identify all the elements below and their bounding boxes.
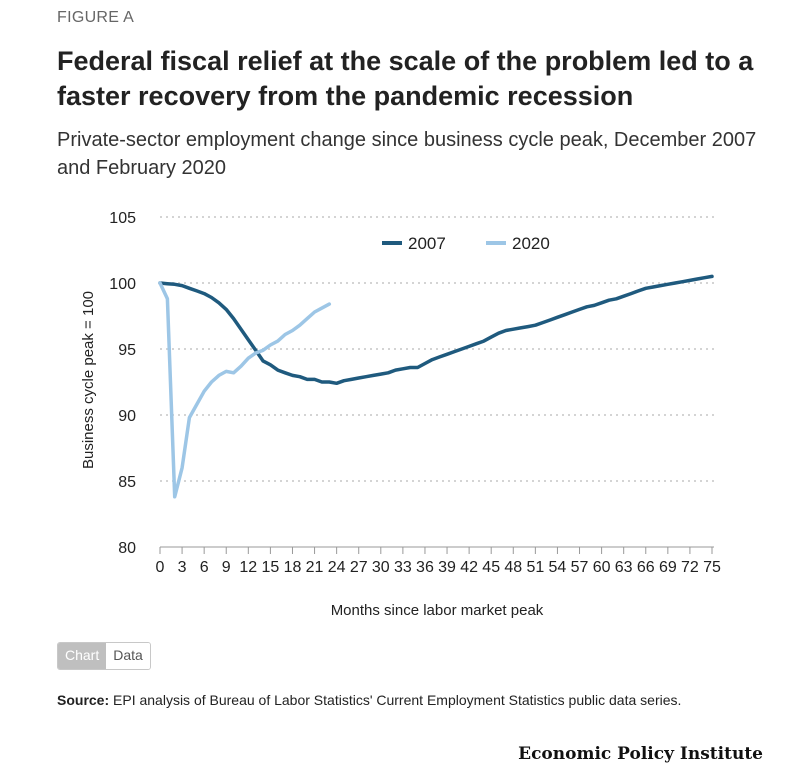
x-tick-label: 63 — [615, 559, 633, 576]
chart-data-toggle: Chart Data — [57, 642, 151, 670]
y-tick-label: 105 — [109, 210, 136, 227]
x-tick-label: 6 — [200, 559, 209, 576]
legend: 2007 2020 — [382, 234, 550, 253]
x-tick-label: 45 — [482, 559, 500, 576]
series-line-2020 — [158, 281, 332, 499]
chart-tab-button[interactable]: Chart — [58, 643, 107, 669]
x-tick-label: 18 — [284, 559, 302, 576]
x-tick-label: 12 — [239, 559, 257, 576]
x-axis-label: Months since labor market peak — [331, 602, 544, 619]
x-tick-label: 72 — [681, 559, 699, 576]
x-tick-label: 15 — [262, 559, 280, 576]
x-tick-label: 57 — [571, 559, 589, 576]
gridlines — [160, 216, 716, 482]
x-axis: 0 3 6 9 12 15 18 21 24 27 30 33 36 39 42 45 48 51 54 57 60 63… — [156, 546, 721, 576]
y-tick-label: 95 — [118, 342, 136, 359]
x-tick-label: 24 — [328, 559, 346, 576]
x-tick-label: 3 — [178, 559, 187, 576]
source-label: Source: — [57, 692, 110, 708]
x-tick-label: 51 — [526, 559, 544, 576]
x-tick-label: 9 — [222, 559, 231, 576]
series-line-2007 — [158, 274, 714, 386]
source-text: EPI analysis of Bureau of Labor Statisti… — [109, 692, 682, 708]
y-tick-label: 100 — [109, 276, 136, 293]
x-tick-label: 75 — [703, 559, 721, 576]
y-tick-label: 90 — [118, 408, 136, 425]
y-axis-label: Business cycle peak = 100 — [80, 291, 97, 469]
x-tick-label: 66 — [637, 559, 655, 576]
x-tick-label: 39 — [438, 559, 456, 576]
x-tick-label: 33 — [394, 559, 412, 576]
legend-label-2020: 2020 — [512, 234, 550, 253]
x-tick-label: 54 — [549, 559, 567, 576]
source-note: Source: EPI analysis of Bureau of Labor … — [57, 690, 757, 711]
x-tick-label: 21 — [306, 559, 324, 576]
x-tick-label: 0 — [156, 559, 165, 576]
series-lines — [158, 274, 714, 499]
legend-label-2007: 2007 — [408, 234, 446, 253]
chart-subtitle: Private-sector employment change since b… — [57, 129, 757, 179]
chart-title: Federal fiscal relief at the scale of th… — [57, 46, 754, 111]
x-tick-label: 60 — [593, 559, 611, 576]
x-tick-label: 36 — [416, 559, 434, 576]
figure-label: FIGURE A — [57, 9, 135, 26]
x-tick-label: 42 — [460, 559, 478, 576]
y-tick-label: 85 — [118, 474, 136, 491]
x-tick-label: 30 — [372, 559, 390, 576]
y-tick-label: 80 — [118, 540, 136, 557]
x-tick-label: 48 — [504, 559, 522, 576]
x-tick-label: 27 — [350, 559, 368, 576]
data-tab-button[interactable]: Data — [106, 643, 150, 669]
y-axis: 80 85 90 95 100 105 — [109, 210, 136, 557]
x-tick-label: 69 — [659, 559, 677, 576]
epi-logo: Economic Policy Institute — [518, 744, 763, 764]
